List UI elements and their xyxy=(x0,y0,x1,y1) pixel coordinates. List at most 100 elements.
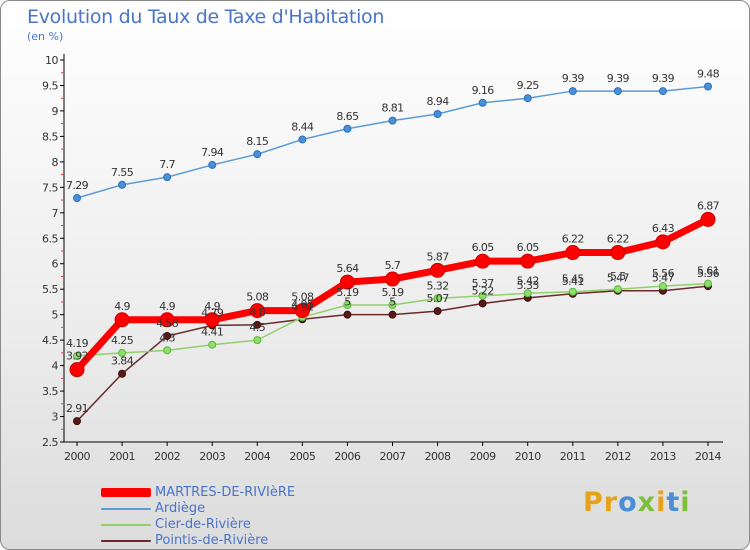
data-point xyxy=(658,87,667,96)
y-tick-label: 5 xyxy=(52,309,59,322)
data-label: 4.3 xyxy=(159,331,175,344)
legend-swatch xyxy=(101,488,151,497)
data-point xyxy=(704,82,712,91)
data-point xyxy=(343,310,352,319)
data-point xyxy=(433,109,442,118)
data-label: 4.95 xyxy=(291,298,314,311)
data-label: 5.08 xyxy=(246,291,269,304)
x-tick-label: 2003 xyxy=(199,450,225,463)
y-tick-label: 9.5 xyxy=(42,79,58,92)
data-point xyxy=(208,160,217,169)
y-tick-label: 8 xyxy=(52,156,59,169)
data-label: 5.61 xyxy=(697,265,719,278)
data-label: 2.91 xyxy=(66,402,88,415)
data-label: 9.48 xyxy=(697,67,720,80)
y-tick-label: 9 xyxy=(52,105,59,118)
x-tick-label: 2000 xyxy=(64,450,90,463)
data-point xyxy=(253,150,262,159)
x-tick-label: 2014 xyxy=(695,450,721,463)
legend-label: MARTRES-DE-RIVIèRE xyxy=(155,485,296,500)
data-label: 4.9 xyxy=(114,300,130,313)
data-point xyxy=(343,300,352,309)
data-point xyxy=(433,307,442,316)
data-point xyxy=(253,336,262,345)
data-label: 5.56 xyxy=(652,267,675,280)
y-tick-label: 4 xyxy=(52,360,59,373)
legend-label: Pointis-de-Rivière xyxy=(155,533,269,548)
data-point xyxy=(385,271,400,287)
data-label: 3.92 xyxy=(66,350,88,363)
data-label: 4.41 xyxy=(201,326,223,339)
data-point xyxy=(163,332,172,341)
data-label: 5.41 xyxy=(562,275,584,288)
data-point xyxy=(520,253,536,269)
data-point xyxy=(430,262,446,278)
data-point xyxy=(568,287,577,296)
x-tick-label: 2013 xyxy=(650,450,676,463)
data-label: 8.15 xyxy=(246,135,269,148)
y-tick-label: 8.5 xyxy=(42,130,58,143)
data-label: 6.87 xyxy=(697,199,720,212)
data-label: 7.7 xyxy=(159,158,175,171)
data-point xyxy=(478,291,487,300)
data-label: 9.39 xyxy=(562,72,585,85)
x-tick-label: 2002 xyxy=(154,450,180,463)
data-point xyxy=(433,294,442,303)
data-point xyxy=(478,299,487,308)
y-tick-label: 2.5 xyxy=(42,436,58,449)
data-point xyxy=(613,285,622,294)
data-point xyxy=(114,312,130,328)
data-label: 7.94 xyxy=(201,146,224,159)
data-point xyxy=(613,87,622,96)
data-point xyxy=(704,279,712,288)
data-label: 5.56 xyxy=(697,267,720,280)
data-label: 5.45 xyxy=(562,273,585,286)
data-label: 5.5 xyxy=(610,270,626,283)
y-tick-label: 3 xyxy=(52,411,59,424)
data-point xyxy=(388,300,397,309)
data-label: 5.33 xyxy=(517,279,540,292)
data-point xyxy=(655,234,671,250)
legend-label: Ardiège xyxy=(155,501,206,516)
data-label: 6.05 xyxy=(472,241,495,254)
data-label: 5.19 xyxy=(381,286,404,299)
data-point xyxy=(163,346,172,355)
data-label: 5.08 xyxy=(291,291,314,304)
data-label: 8.81 xyxy=(381,102,403,115)
data-point xyxy=(568,87,577,96)
data-label: 5.19 xyxy=(336,286,359,299)
data-point xyxy=(159,312,175,328)
x-tick-label: 2008 xyxy=(425,450,451,463)
data-point xyxy=(298,135,307,144)
y-tick-label: 7 xyxy=(52,207,59,220)
data-point xyxy=(388,310,397,319)
data-point xyxy=(523,289,532,298)
data-point xyxy=(204,312,220,328)
data-label: 9.39 xyxy=(607,72,630,85)
x-tick-label: 2012 xyxy=(605,450,631,463)
x-tick-label: 2001 xyxy=(109,450,135,463)
data-label: 5.87 xyxy=(427,250,450,263)
data-label: 4.25 xyxy=(111,334,134,347)
data-label: 9.16 xyxy=(472,84,495,97)
data-point xyxy=(475,253,491,269)
data-label: 5 xyxy=(344,296,351,309)
data-point xyxy=(249,303,265,319)
data-label: 7.29 xyxy=(66,179,89,192)
data-label: 5.47 xyxy=(607,272,630,285)
chart-title: Evolution du Taux de Taxe d'Habitation xyxy=(27,6,385,28)
data-label: 4.5 xyxy=(249,321,265,334)
x-tick-label: 2004 xyxy=(244,450,270,463)
data-label: 6.43 xyxy=(652,222,675,235)
data-label: 4.91 xyxy=(291,300,313,313)
data-label: 8.65 xyxy=(336,110,359,123)
data-point xyxy=(253,320,262,329)
chart-subtitle: (en %) xyxy=(27,30,64,43)
data-point xyxy=(565,245,581,261)
data-point xyxy=(163,173,172,182)
data-point xyxy=(208,340,217,349)
legend-label: Cier-de-Rivière xyxy=(155,517,251,532)
data-point xyxy=(339,274,355,290)
data-point xyxy=(69,362,85,378)
data-label: 5.07 xyxy=(427,292,450,305)
